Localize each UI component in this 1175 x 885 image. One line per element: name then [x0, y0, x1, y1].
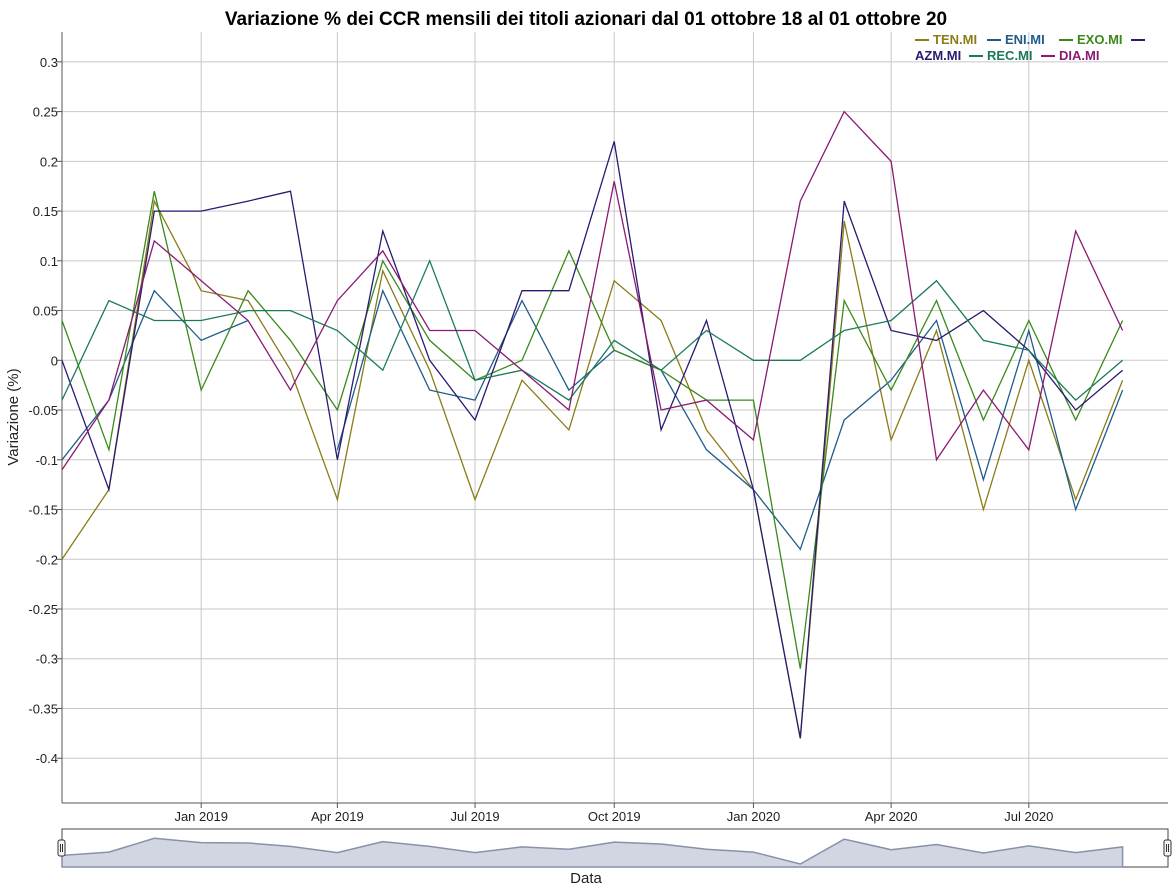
y-axis-ticks: 0.3 0.25 0.2 0.15 0.1 0.05 0 -0.05 -0.1 -0.15 -0.2… — [28, 55, 62, 766]
x-tick-label: Oct 2019 — [588, 809, 641, 824]
legend-label[interactable]: DIA.MI — [1059, 48, 1099, 63]
series-lines — [61, 110, 1124, 739]
series-line-ten-mi — [61, 199, 1124, 739]
series-line-dia-mi — [61, 110, 1124, 471]
range-selector-overview — [61, 837, 1124, 868]
series-line-exo-mi — [61, 191, 1124, 669]
y-axis-label: Variazione (%) — [5, 368, 22, 465]
y-tick-label: 0 — [51, 353, 58, 368]
x-tick-label: Jan 2019 — [174, 809, 228, 824]
y-tick-label: 0.1 — [40, 254, 58, 269]
range-selector[interactable] — [57, 828, 1172, 868]
x-tick-label: Jul 2020 — [1004, 809, 1053, 824]
x-axis-label: Data — [570, 870, 602, 885]
y-tick-label: -0.2 — [36, 552, 58, 567]
x-tick-label: Jul 2019 — [450, 809, 499, 824]
range-handle-right[interactable] — [1163, 839, 1172, 857]
range-handle-left[interactable] — [57, 839, 66, 857]
series-line-rec-mi — [61, 259, 1124, 401]
legend-label[interactable]: AZM.MI — [915, 48, 961, 63]
y-tick-label: -0.05 — [28, 403, 58, 418]
legend-label[interactable]: TEN.MI — [933, 32, 977, 47]
legend-label[interactable]: REC.MI — [987, 48, 1033, 63]
y-tick-label: -0.15 — [28, 503, 58, 518]
x-axis-ticks: Jan 2019 Apr 2019 Jul 2019 Oct 2019 Jan 2020… — [174, 803, 1053, 824]
series-line-azm-mi — [61, 141, 1124, 739]
y-tick-label: 0.3 — [40, 55, 58, 70]
y-tick-label: 0.15 — [33, 204, 58, 219]
y-tick-label: 0.25 — [33, 105, 58, 120]
x-tick-label: Jan 2020 — [727, 809, 781, 824]
y-tick-label: -0.25 — [28, 602, 58, 617]
x-tick-label: Apr 2020 — [865, 809, 918, 824]
legend-label[interactable]: EXO.MI — [1077, 32, 1123, 47]
y-tick-label: 0.05 — [33, 304, 58, 319]
y-tick-label: -0.4 — [36, 751, 58, 766]
y-tick-label: -0.35 — [28, 701, 58, 716]
series-line-eni-mi — [61, 288, 1124, 551]
x-tick-label: Apr 2019 — [311, 809, 364, 824]
legend[interactable]: TEN.MI ENI.MI EXO.MI AZM.MI REC.MI DIA.MI — [915, 32, 1145, 63]
legend-label[interactable]: ENI.MI — [1005, 32, 1045, 47]
y-tick-label: 0.2 — [40, 154, 58, 169]
y-tick-label: -0.3 — [36, 652, 58, 667]
chart-title: Variazione % dei CCR mensili dei titoli … — [225, 9, 947, 30]
y-tick-label: -0.1 — [36, 453, 58, 468]
